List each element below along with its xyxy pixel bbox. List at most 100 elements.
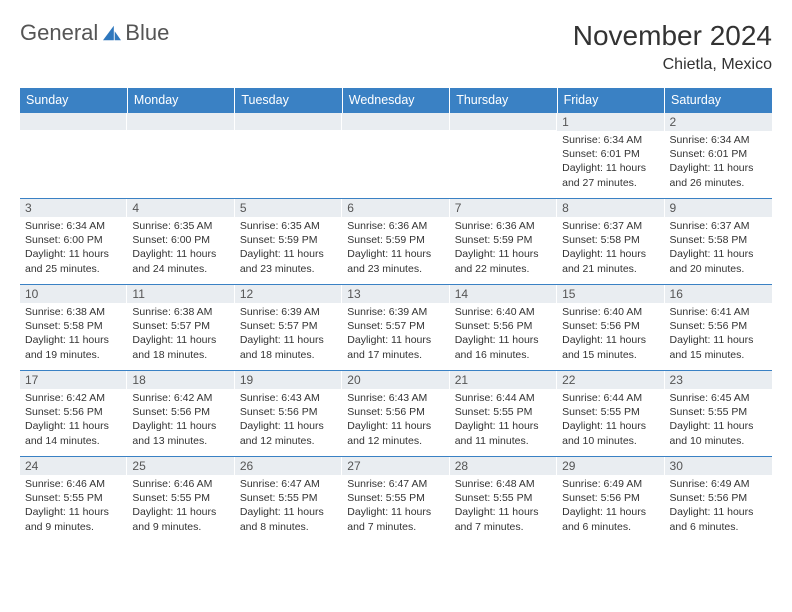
sunrise-line: Sunrise: 6:46 AM	[25, 477, 122, 491]
sunset-line: Sunset: 5:56 PM	[562, 491, 659, 505]
sunset-line: Sunset: 5:58 PM	[25, 319, 122, 333]
daylight-line: Daylight: 11 hours and 10 minutes.	[562, 419, 659, 447]
day-number: 3	[20, 199, 127, 217]
calendar-day	[127, 113, 234, 199]
sunset-line: Sunset: 5:56 PM	[562, 319, 659, 333]
sunrise-line: Sunrise: 6:35 AM	[132, 219, 229, 233]
daylight-line: Daylight: 11 hours and 26 minutes.	[670, 161, 767, 189]
day-body: Sunrise: 6:42 AMSunset: 5:56 PMDaylight:…	[127, 389, 234, 452]
calendar-week: 3Sunrise: 6:34 AMSunset: 6:00 PMDaylight…	[20, 199, 772, 285]
day-number: 11	[127, 285, 234, 303]
sunrise-line: Sunrise: 6:41 AM	[670, 305, 767, 319]
calendar-day	[342, 113, 449, 199]
daylight-line: Daylight: 11 hours and 7 minutes.	[347, 505, 444, 533]
day-number: 18	[127, 371, 234, 389]
day-number	[342, 113, 449, 130]
sunrise-line: Sunrise: 6:34 AM	[562, 133, 659, 147]
calendar-day: 26Sunrise: 6:47 AMSunset: 5:55 PMDayligh…	[235, 457, 342, 543]
sunset-line: Sunset: 5:58 PM	[562, 233, 659, 247]
sunset-line: Sunset: 6:01 PM	[670, 147, 767, 161]
sunset-line: Sunset: 5:56 PM	[132, 405, 229, 419]
sunrise-line: Sunrise: 6:35 AM	[240, 219, 337, 233]
sunset-line: Sunset: 6:00 PM	[132, 233, 229, 247]
calendar-day: 11Sunrise: 6:38 AMSunset: 5:57 PMDayligh…	[127, 285, 234, 371]
daylight-line: Daylight: 11 hours and 14 minutes.	[25, 419, 122, 447]
sunrise-line: Sunrise: 6:36 AM	[347, 219, 444, 233]
day-body: Sunrise: 6:44 AMSunset: 5:55 PMDaylight:…	[557, 389, 664, 452]
sunrise-line: Sunrise: 6:37 AM	[562, 219, 659, 233]
sunrise-line: Sunrise: 6:44 AM	[562, 391, 659, 405]
day-body: Sunrise: 6:36 AMSunset: 5:59 PMDaylight:…	[450, 217, 557, 280]
calendar-day: 3Sunrise: 6:34 AMSunset: 6:00 PMDaylight…	[20, 199, 127, 285]
sunrise-line: Sunrise: 6:49 AM	[670, 477, 767, 491]
header: General Blue November 2024 Chietla, Mexi…	[20, 20, 772, 74]
daylight-line: Daylight: 11 hours and 12 minutes.	[347, 419, 444, 447]
sunrise-line: Sunrise: 6:42 AM	[25, 391, 122, 405]
calendar-day: 28Sunrise: 6:48 AMSunset: 5:55 PMDayligh…	[450, 457, 557, 543]
calendar-day: 14Sunrise: 6:40 AMSunset: 5:56 PMDayligh…	[450, 285, 557, 371]
day-number: 20	[342, 371, 449, 389]
calendar-day: 25Sunrise: 6:46 AMSunset: 5:55 PMDayligh…	[127, 457, 234, 543]
daylight-line: Daylight: 11 hours and 18 minutes.	[132, 333, 229, 361]
day-number: 1	[557, 113, 664, 131]
daylight-line: Daylight: 11 hours and 17 minutes.	[347, 333, 444, 361]
calendar-day: 19Sunrise: 6:43 AMSunset: 5:56 PMDayligh…	[235, 371, 342, 457]
day-body: Sunrise: 6:48 AMSunset: 5:55 PMDaylight:…	[450, 475, 557, 538]
calendar-day: 10Sunrise: 6:38 AMSunset: 5:58 PMDayligh…	[20, 285, 127, 371]
sunrise-line: Sunrise: 6:36 AM	[455, 219, 552, 233]
day-body	[20, 130, 127, 136]
brand-logo: General Blue	[20, 20, 169, 46]
day-number: 24	[20, 457, 127, 475]
day-number: 9	[665, 199, 772, 217]
calendar-day: 16Sunrise: 6:41 AMSunset: 5:56 PMDayligh…	[665, 285, 772, 371]
sunrise-line: Sunrise: 6:40 AM	[562, 305, 659, 319]
day-number: 7	[450, 199, 557, 217]
day-body: Sunrise: 6:35 AMSunset: 6:00 PMDaylight:…	[127, 217, 234, 280]
day-body: Sunrise: 6:47 AMSunset: 5:55 PMDaylight:…	[235, 475, 342, 538]
day-number: 30	[665, 457, 772, 475]
calendar-day: 12Sunrise: 6:39 AMSunset: 5:57 PMDayligh…	[235, 285, 342, 371]
sunrise-line: Sunrise: 6:46 AM	[132, 477, 229, 491]
calendar-day: 9Sunrise: 6:37 AMSunset: 5:58 PMDaylight…	[665, 199, 772, 285]
day-header: Wednesday	[342, 88, 449, 113]
day-number	[450, 113, 557, 130]
calendar-day: 8Sunrise: 6:37 AMSunset: 5:58 PMDaylight…	[557, 199, 664, 285]
sunset-line: Sunset: 5:57 PM	[240, 319, 337, 333]
sunset-line: Sunset: 5:55 PM	[132, 491, 229, 505]
daylight-line: Daylight: 11 hours and 11 minutes.	[455, 419, 552, 447]
calendar-day: 13Sunrise: 6:39 AMSunset: 5:57 PMDayligh…	[342, 285, 449, 371]
calendar-table: SundayMondayTuesdayWednesdayThursdayFrid…	[20, 88, 772, 543]
daylight-line: Daylight: 11 hours and 16 minutes.	[455, 333, 552, 361]
day-body: Sunrise: 6:44 AMSunset: 5:55 PMDaylight:…	[450, 389, 557, 452]
sunset-line: Sunset: 5:56 PM	[347, 405, 444, 419]
day-body: Sunrise: 6:46 AMSunset: 5:55 PMDaylight:…	[127, 475, 234, 538]
sunrise-line: Sunrise: 6:43 AM	[240, 391, 337, 405]
day-number: 26	[235, 457, 342, 475]
daylight-line: Daylight: 11 hours and 6 minutes.	[562, 505, 659, 533]
day-number	[127, 113, 234, 130]
calendar-day: 22Sunrise: 6:44 AMSunset: 5:55 PMDayligh…	[557, 371, 664, 457]
sunrise-line: Sunrise: 6:38 AM	[132, 305, 229, 319]
sunrise-line: Sunrise: 6:47 AM	[240, 477, 337, 491]
day-number: 22	[557, 371, 664, 389]
daylight-line: Daylight: 11 hours and 21 minutes.	[562, 247, 659, 275]
day-body: Sunrise: 6:38 AMSunset: 5:58 PMDaylight:…	[20, 303, 127, 366]
day-body	[342, 130, 449, 136]
day-number: 27	[342, 457, 449, 475]
daylight-line: Daylight: 11 hours and 6 minutes.	[670, 505, 767, 533]
sunrise-line: Sunrise: 6:38 AM	[25, 305, 122, 319]
calendar-day: 17Sunrise: 6:42 AMSunset: 5:56 PMDayligh…	[20, 371, 127, 457]
day-header: Sunday	[20, 88, 127, 113]
calendar-day: 5Sunrise: 6:35 AMSunset: 5:59 PMDaylight…	[235, 199, 342, 285]
day-body: Sunrise: 6:38 AMSunset: 5:57 PMDaylight:…	[127, 303, 234, 366]
sunrise-line: Sunrise: 6:39 AM	[347, 305, 444, 319]
sunset-line: Sunset: 5:55 PM	[562, 405, 659, 419]
day-number: 12	[235, 285, 342, 303]
sunset-line: Sunset: 5:56 PM	[670, 491, 767, 505]
daylight-line: Daylight: 11 hours and 13 minutes.	[132, 419, 229, 447]
daylight-line: Daylight: 11 hours and 12 minutes.	[240, 419, 337, 447]
day-number	[20, 113, 127, 130]
calendar-header-row: SundayMondayTuesdayWednesdayThursdayFrid…	[20, 88, 772, 113]
day-body: Sunrise: 6:34 AMSunset: 6:00 PMDaylight:…	[20, 217, 127, 280]
day-body: Sunrise: 6:34 AMSunset: 6:01 PMDaylight:…	[557, 131, 664, 194]
